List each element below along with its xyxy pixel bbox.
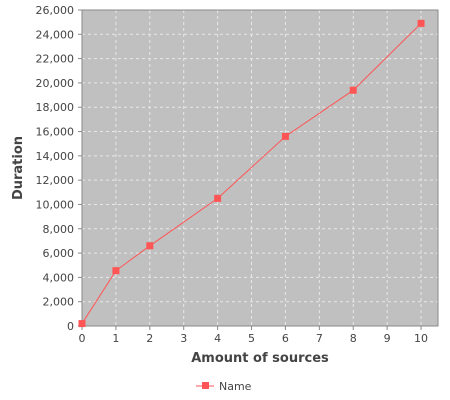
legend: Name [196, 380, 252, 393]
x-tick-label: 8 [350, 332, 357, 345]
legend-marker [202, 382, 209, 389]
data-point [349, 86, 357, 94]
data-point [214, 194, 222, 202]
x-tick-label: 1 [112, 332, 119, 345]
x-tick-label: 6 [282, 332, 289, 345]
y-tick-label: 16,000 [36, 126, 75, 139]
y-tick-label: 10,000 [36, 198, 75, 211]
data-point [417, 19, 425, 27]
grid [81, 9, 438, 327]
plot-background [82, 10, 438, 326]
data-point [112, 267, 120, 275]
y-axis-title: Duration [11, 136, 26, 200]
y-tick-label: 26,000 [36, 4, 75, 17]
tick-labels: 0 1 2 3 4 5 6 7 8 9 10 0 2,000 4,000 6,000 8,000 10,000 1… [36, 4, 429, 345]
y-tick-label: 22,000 [36, 53, 75, 66]
x-tick-label: 5 [248, 332, 255, 345]
y-tick-label: 2,000 [43, 296, 75, 309]
series-layer [78, 19, 425, 328]
y-tick-label: 12,000 [36, 174, 75, 187]
y-tick-label: 8,000 [43, 223, 75, 236]
y-tick-label: 24,000 [36, 28, 75, 41]
data-point [78, 320, 86, 328]
y-tick-label: 20,000 [36, 77, 75, 90]
x-tick-label: 2 [146, 332, 153, 345]
x-tick-label: 0 [79, 332, 86, 345]
x-axis-title: Amount of sources [191, 351, 329, 366]
x-tick-label: 9 [384, 332, 391, 345]
y-tick-label: 14,000 [36, 150, 75, 163]
x-tick-label: 4 [214, 332, 221, 345]
y-tick-label: 4,000 [43, 271, 75, 284]
x-tick-label: 10 [414, 332, 428, 345]
data-point [146, 242, 154, 250]
legend-label: Name [219, 380, 252, 393]
y-tick-label: 18,000 [36, 101, 75, 114]
y-tick-label: 6,000 [43, 247, 75, 260]
x-tick-label: 3 [180, 332, 187, 345]
y-tick-label: 0 [67, 320, 74, 333]
data-point [281, 132, 289, 140]
x-tick-label: 7 [316, 332, 323, 345]
